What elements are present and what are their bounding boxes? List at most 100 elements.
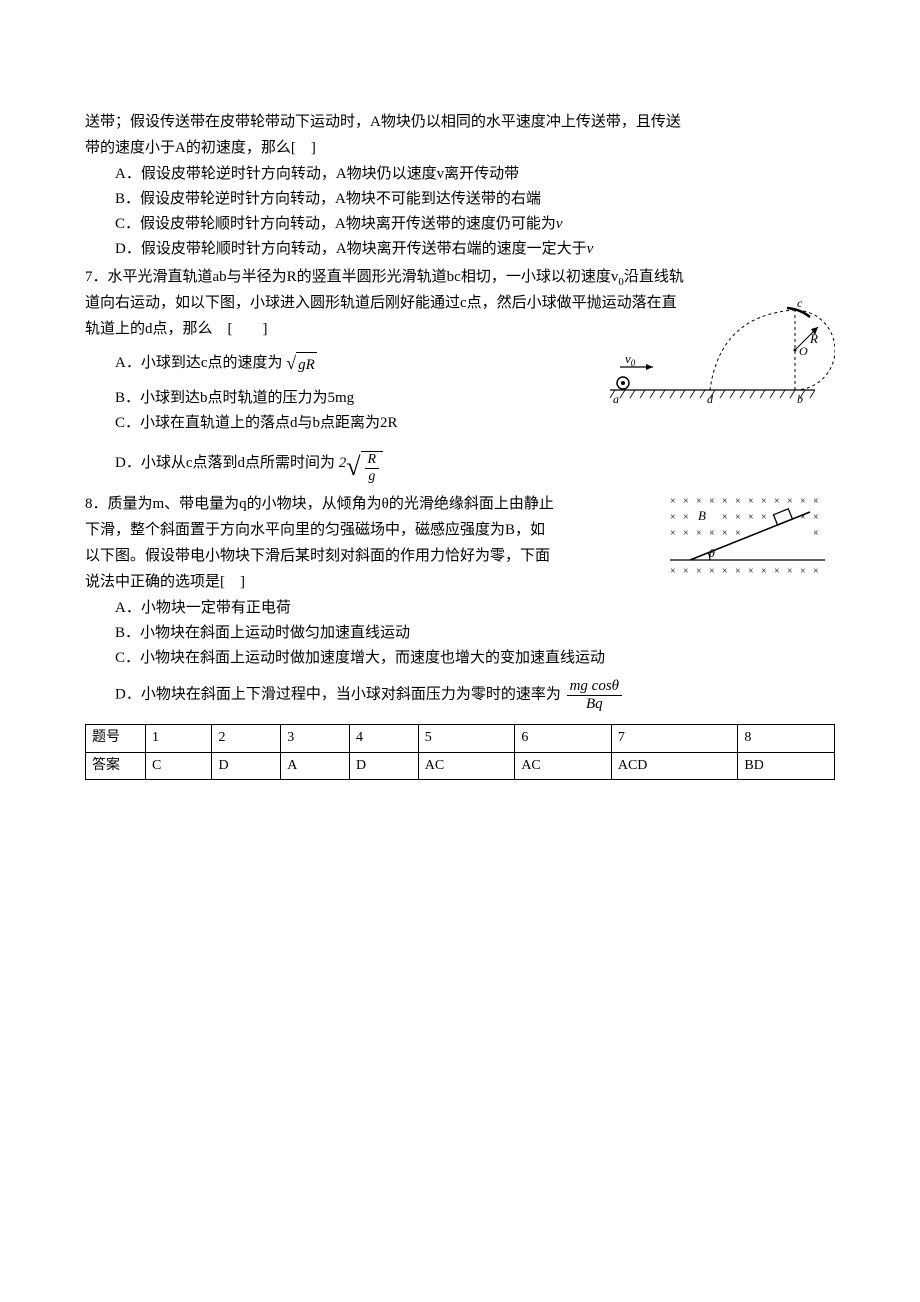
q7-fig-v0: v0 bbox=[625, 351, 636, 368]
col-1: 1 bbox=[146, 725, 212, 752]
svg-text:×: × bbox=[696, 566, 702, 577]
answer-table-answer-row: 答案 C D A D AC AC ACD BD bbox=[86, 752, 835, 779]
q8-option-d: D．小物块在斜面上下滑过程中，当小球对斜面压力为零时的速率为 mg cosθ B… bbox=[85, 678, 835, 712]
q7-option-c: C．小球在直轨道上的落点d与b点距离为2R bbox=[85, 411, 565, 435]
q8-fig-theta: θ bbox=[709, 546, 715, 560]
col-3: 3 bbox=[281, 725, 350, 752]
q6-option-a: A．假设皮带轮逆时针方向转动，A物块仍以速度v离开传动带 bbox=[85, 162, 835, 186]
q6-option-b: B．假设皮带轮逆时针方向转动，A物块不可能到达传送带的右端 bbox=[85, 187, 835, 211]
svg-text:×: × bbox=[683, 496, 689, 507]
q7-opt-a-sqrt: √gR bbox=[286, 349, 317, 378]
ans-5: AC bbox=[418, 752, 515, 779]
q7-opt-d-sqrt: √Rg bbox=[346, 443, 383, 485]
q8-option-d-text: D．小物块在斜面上下滑过程中，当小球对斜面压力为零时的速率为 bbox=[115, 687, 561, 703]
col-5: 5 bbox=[418, 725, 515, 752]
svg-text:×: × bbox=[800, 566, 806, 577]
q8-option-c: C．小物块在斜面上运动时做加速度增大，而速度也增大的变加速直线运动 bbox=[85, 646, 835, 670]
col-6: 6 bbox=[515, 725, 612, 752]
ans-4: D bbox=[350, 752, 419, 779]
svg-text:×: × bbox=[670, 566, 676, 577]
q8-opt-d-frac: mg cosθ Bq bbox=[567, 678, 622, 712]
q8-option-a: A．小物块一定带有正电荷 bbox=[85, 596, 835, 620]
svg-text:×: × bbox=[787, 496, 793, 507]
q7-figure: v0 a d b c O R bbox=[605, 295, 835, 415]
q7-option-d-text: D．小球从c点落到d点所需时间为 bbox=[115, 455, 335, 471]
ans-3: A bbox=[281, 752, 350, 779]
q8-stem-line3: 以下图。假设带电小物块下滑后某时刻对斜面的作用力恰好为零，下面 bbox=[85, 544, 635, 568]
q7-option-a-text: A．小球到达c点的速度为 bbox=[115, 355, 283, 371]
svg-text:×: × bbox=[670, 496, 676, 507]
svg-text:×: × bbox=[735, 496, 741, 507]
ans-6: AC bbox=[515, 752, 612, 779]
svg-text:×: × bbox=[813, 496, 819, 507]
svg-text:×: × bbox=[761, 512, 767, 523]
svg-text:×: × bbox=[683, 528, 689, 539]
svg-text:×: × bbox=[683, 566, 689, 577]
svg-text:×: × bbox=[748, 512, 754, 523]
svg-text:×: × bbox=[735, 566, 741, 577]
svg-text:×: × bbox=[696, 496, 702, 507]
q8-stem-line2: 下滑，整个斜面置于方向水平向里的匀强磁场中，磁感应强度为B，如 bbox=[85, 518, 635, 542]
q7-option-d: D．小球从c点落到d点所需时间为 2√Rg bbox=[85, 443, 565, 485]
question-7: 7．水平光滑直轨道ab与半径为R的竖直半圆形光滑轨道bc相切，一小球以初速度v0… bbox=[85, 265, 835, 484]
svg-text:×: × bbox=[787, 566, 793, 577]
col-2: 2 bbox=[212, 725, 281, 752]
svg-text:×: × bbox=[748, 566, 754, 577]
q7-option-b: B．小球到达b点时轨道的压力为5mg bbox=[85, 386, 565, 410]
q7-option-a: A．小球到达c点的速度为 √gR bbox=[85, 349, 565, 378]
col-8: 8 bbox=[738, 725, 835, 752]
svg-text:×: × bbox=[761, 566, 767, 577]
q7-fig-b: b bbox=[797, 392, 803, 406]
ans-8: BD bbox=[738, 752, 835, 779]
svg-text:×: × bbox=[709, 566, 715, 577]
q7-stem-line1-text: 7．水平光滑直轨道ab与半径为R的竖直半圆形光滑轨道bc相切，一小球以初速度v bbox=[85, 269, 618, 285]
svg-text:×: × bbox=[748, 496, 754, 507]
ans-7: ACD bbox=[611, 752, 738, 779]
q8-option-b: B．小物块在斜面上运动时做匀加速直线运动 bbox=[85, 621, 835, 645]
q6-option-c-text: C．假设皮带轮顺时针方向转动，A物块离开传送带的速度仍可能为 bbox=[115, 216, 556, 232]
svg-text:×: × bbox=[735, 512, 741, 523]
svg-text:×: × bbox=[813, 512, 819, 523]
q8-fig-B: B bbox=[698, 508, 706, 523]
q8-figure: ×××××××××××× ×××××××× ××××××× ××××××××××… bbox=[665, 492, 835, 582]
answer-table-header-row: 题号 1 2 3 4 5 6 7 8 bbox=[86, 725, 835, 752]
col-7: 7 bbox=[611, 725, 738, 752]
q6-intro-line1: 送带；假设传送带在皮带轮带动下运动时，A物块仍以相同的水平速度冲上传送带，且传送 bbox=[85, 110, 835, 134]
svg-text:×: × bbox=[670, 528, 676, 539]
col-4: 4 bbox=[350, 725, 419, 752]
svg-text:×: × bbox=[683, 512, 689, 523]
q7-fig-a: a bbox=[613, 392, 619, 406]
svg-text:×: × bbox=[761, 496, 767, 507]
q6-intro-line2: 带的速度小于A的初速度，那么[ ] bbox=[85, 136, 835, 160]
header-label: 题号 bbox=[86, 725, 146, 752]
svg-text:×: × bbox=[722, 566, 728, 577]
q7-fig-O: O bbox=[799, 344, 808, 358]
q6-option-d-text: D．假设皮带轮顺时针方向转动，A物块离开传送带右端的速度一定大于 bbox=[115, 241, 587, 257]
ans-1: C bbox=[146, 752, 212, 779]
q6-option-c: C．假设皮带轮顺时针方向转动，A物块离开传送带的速度仍可能为v bbox=[85, 212, 835, 236]
q8-stem-line4: 说法中正确的选项是[ ] bbox=[85, 570, 635, 594]
svg-text:×: × bbox=[709, 528, 715, 539]
q6-option-d: D．假设皮带轮顺时针方向转动，A物块离开传送带右端的速度一定大于v bbox=[85, 237, 835, 261]
q6-option-c-v: v bbox=[556, 216, 563, 232]
answer-table: 题号 1 2 3 4 5 6 7 8 答案 C D A D AC AC ACD … bbox=[85, 724, 835, 780]
svg-text:×: × bbox=[722, 512, 728, 523]
answer-label: 答案 bbox=[86, 752, 146, 779]
svg-text:×: × bbox=[709, 496, 715, 507]
ans-2: D bbox=[212, 752, 281, 779]
svg-text:×: × bbox=[774, 496, 780, 507]
svg-text:×: × bbox=[670, 512, 676, 523]
svg-text:×: × bbox=[722, 496, 728, 507]
svg-text:×: × bbox=[813, 566, 819, 577]
q7-stem-line1-end: 沿直线轨 bbox=[624, 269, 684, 285]
svg-text:×: × bbox=[800, 496, 806, 507]
q7-fig-R: R bbox=[809, 331, 818, 346]
question-8: ×××××××××××× ×××××××× ××××××× ××××××××××… bbox=[85, 492, 835, 712]
q7-fig-d: d bbox=[707, 392, 714, 406]
svg-text:×: × bbox=[696, 528, 702, 539]
q6-option-d-v: v bbox=[587, 241, 594, 257]
q7-stem-line1: 7．水平光滑直轨道ab与半径为R的竖直半圆形光滑轨道bc相切，一小球以初速度v0… bbox=[85, 265, 835, 289]
q7-fig-c: c bbox=[797, 296, 803, 310]
svg-text:×: × bbox=[735, 528, 741, 539]
q8-stem-line1: 8．质量为m、带电量为q的小物块，从倾角为θ的光滑绝缘斜面上由静止 bbox=[85, 492, 635, 516]
